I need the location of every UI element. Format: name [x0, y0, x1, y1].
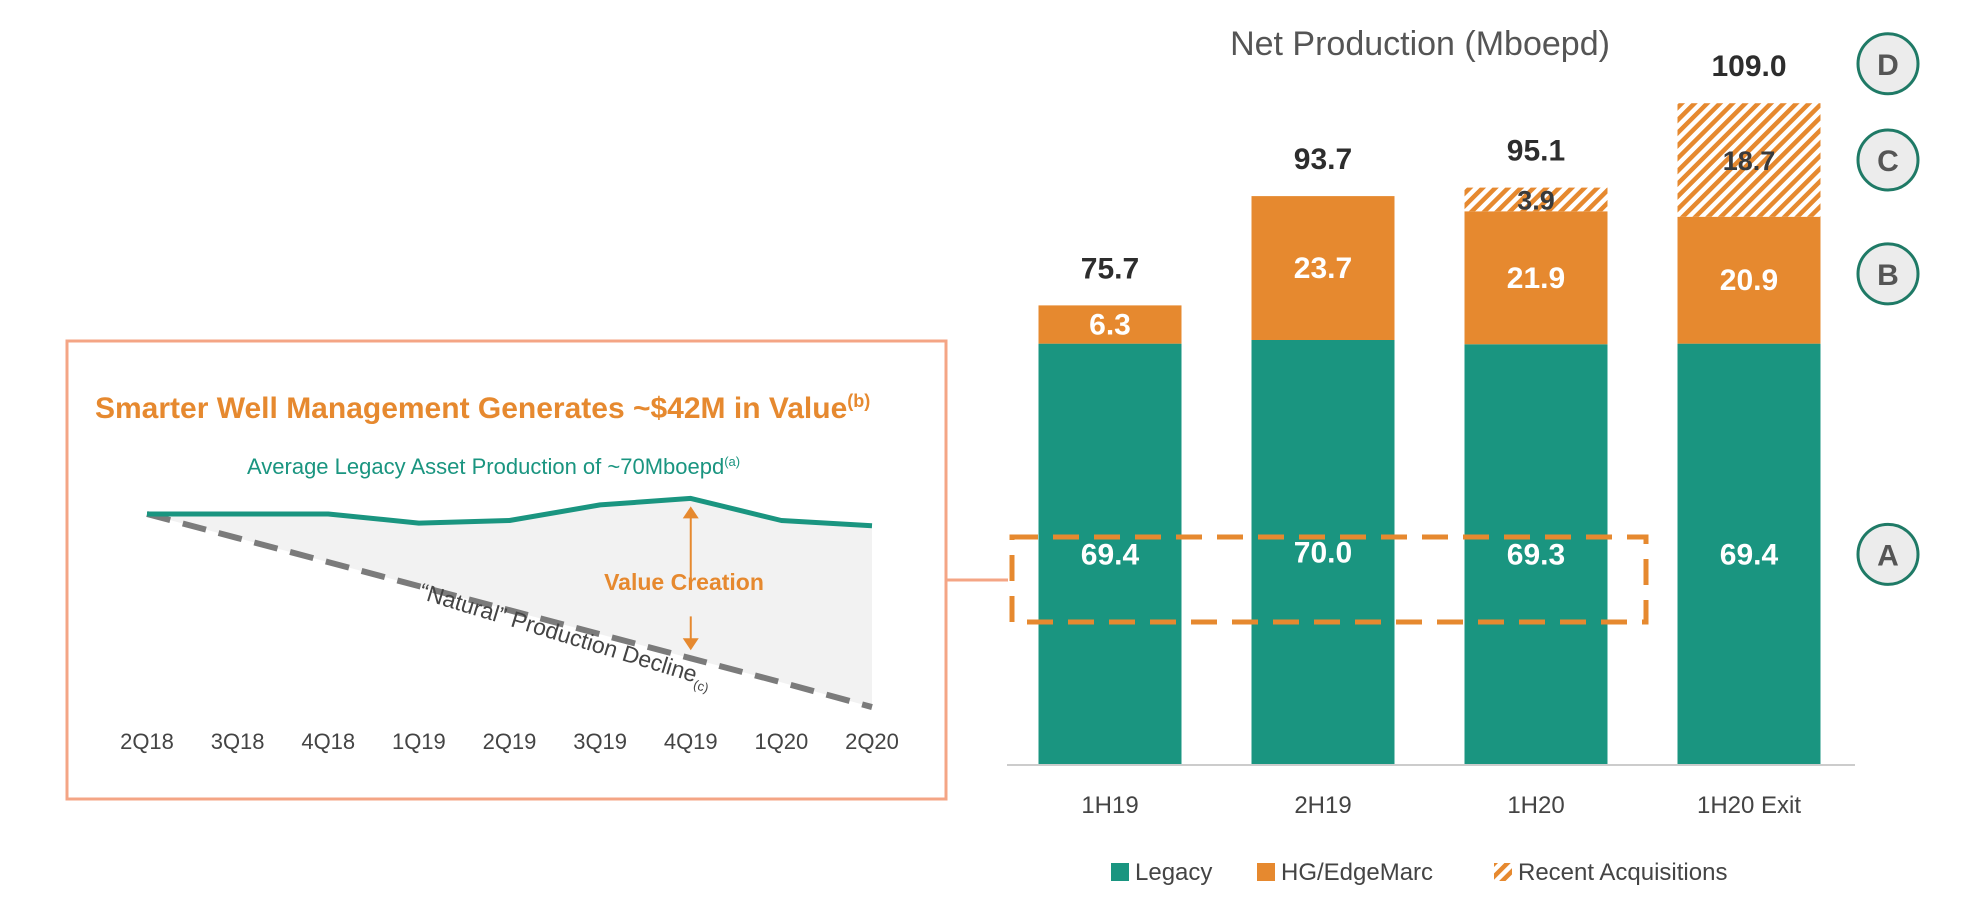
legend-label: Recent Acquisitions [1518, 859, 1727, 886]
inset-subtitle: Average Legacy Asset Production of ~70Mb… [247, 454, 740, 479]
bar-segment-hg-edgemarc [1464, 211, 1608, 345]
bar-value-label: 23.7 [1294, 252, 1352, 285]
bar-value-label: 69.3 [1507, 539, 1565, 572]
chart-title: Net Production (Mboepd) [1230, 25, 1610, 63]
bar-value-label: 21.9 [1507, 262, 1565, 295]
inset-subtitle-text: Average Legacy Asset Production of ~70Mb… [247, 454, 724, 479]
bar-total-label: 93.7 [1294, 143, 1352, 176]
bar-segment-legacy [1251, 340, 1395, 765]
marker-circle-c [1856, 128, 1920, 192]
legend-label: HG/EdgeMarc [1281, 859, 1433, 886]
legacy-line [147, 495, 873, 529]
bar-segment-recent-acquisitions [1464, 187, 1608, 212]
arrow-head-up [682, 506, 699, 519]
inset-x-tick-label: 1Q20 [754, 729, 808, 754]
value-creation-label: Value Creation [604, 569, 764, 595]
bar-value-label: 3.9 [1517, 185, 1555, 215]
bar-segment-legacy [1038, 343, 1182, 765]
marker-label: C [1877, 145, 1899, 178]
bar-value-label: 69.4 [1720, 538, 1779, 571]
bar-value-label: 20.9 [1720, 264, 1778, 297]
legend-label: Legacy [1135, 859, 1212, 886]
inset-plot-area: 2Q18 3Q18 4Q18 1Q19 2Q19 3Q19 4Q19 1Q20 2Q20 [120, 495, 899, 754]
inset-subtitle-superscript: (a) [724, 454, 740, 469]
marker-label: A [1877, 539, 1899, 572]
bar-segment-hg-edgemarc [1251, 196, 1395, 340]
x-tick-label: 1H20 Exit [1697, 792, 1801, 819]
bar-total-label: 95.1 [1507, 135, 1565, 168]
bar-value-label: 69.4 [1081, 538, 1140, 571]
inset-x-tick-label: 4Q18 [301, 729, 355, 754]
inset-title-text: Smarter Well Management Generates ~$42M … [95, 392, 847, 425]
bar-value-label: 6.3 [1089, 309, 1131, 342]
inset-x-tick-label: 3Q19 [573, 729, 627, 754]
bar-total-label: 75.7 [1081, 252, 1139, 285]
bar-segment-hg-edgemarc [1038, 305, 1182, 344]
inset-panel: Smarter Well Management Generates ~$42M … [65, 339, 948, 801]
decline-line [146, 511, 873, 710]
inset-x-tick-label: 2Q18 [120, 729, 174, 754]
bar-chart: 69.4 6.3 75.7 1H19 70.0 23.7 93.7 2H19 69.3 21.9 3… [1038, 50, 1821, 819]
bar-segment-legacy [1677, 343, 1821, 765]
legend-swatch [1494, 863, 1512, 881]
marker-circle-b [1856, 242, 1920, 306]
bar-total-label: 109.0 [1711, 50, 1786, 83]
marker-circle-d [1856, 32, 1920, 96]
bar-segment-hg-edgemarc [1677, 216, 1821, 344]
inset-x-tick-label: 2Q20 [845, 729, 899, 754]
marker-label: B [1877, 259, 1899, 292]
decline-label-sub: (c) [692, 677, 711, 696]
marker-circle-a [1856, 522, 1920, 586]
legend-swatch [1257, 863, 1275, 881]
bar-value-label: 18.7 [1723, 146, 1776, 176]
inset-x-tick-label: 3Q18 [211, 729, 265, 754]
inset-x-tick-label: 2Q19 [483, 729, 537, 754]
legend: Legacy HG/EdgeMarc Recent Acquisitions [1111, 859, 1727, 886]
marker-column: A B C D [1856, 32, 1920, 586]
legend-swatch [1111, 863, 1129, 881]
inset-title: Smarter Well Management Generates ~$42M … [95, 391, 870, 425]
marker-label: D [1877, 49, 1899, 82]
x-tick-label: 1H19 [1081, 792, 1138, 819]
bar-value-label: 70.0 [1294, 537, 1352, 570]
x-tick-label: 2H19 [1294, 792, 1351, 819]
arrow-head-down [682, 638, 699, 651]
inset-title-superscript: (b) [847, 391, 870, 411]
bar-segment-recent-acquisitions [1677, 103, 1821, 217]
bar-segment-legacy [1464, 344, 1608, 765]
legacy-highlight-box [1009, 534, 1649, 625]
x-tick-label: 1H20 [1507, 792, 1564, 819]
inset-x-tick-label: 4Q19 [664, 729, 718, 754]
inset-x-tick-label: 1Q19 [392, 729, 446, 754]
